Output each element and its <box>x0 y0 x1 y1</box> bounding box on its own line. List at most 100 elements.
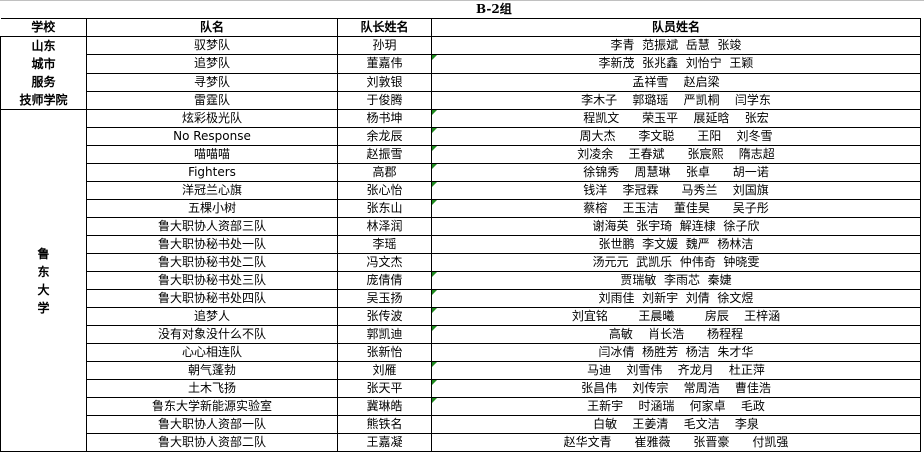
team-name-cell[interactable]: 鲁东大学新能源实验室 <box>86 397 338 416</box>
table-row: 鲁大职协秘书处二队 冯文杰 汤元元 武凯乐 仲伟奇 钟晓雯 <box>1 253 921 272</box>
members-cell[interactable]: 汤元元 武凯乐 仲伟奇 钟晓雯 <box>431 253 921 272</box>
members-cell[interactable]: 钱洋 李冠霖 马秀兰 刘国旗 <box>431 181 921 200</box>
members-cell[interactable]: 闫冰倩 杨胜芳 杨洁 朱才华 <box>431 343 921 362</box>
team-name-cell[interactable]: No Response <box>86 127 338 146</box>
team-name-cell[interactable]: 鲁大职协秘书处一队 <box>86 235 338 254</box>
captain-cell[interactable]: 张传波 <box>337 307 432 326</box>
team-name-cell[interactable]: 土木飞扬 <box>86 379 338 398</box>
team-name-cell[interactable]: 寻梦队 <box>86 72 338 92</box>
captain-cell[interactable]: 孙玥 <box>337 35 432 56</box>
team-name-cell[interactable]: 雷霆队 <box>86 90 338 111</box>
captain-cell[interactable]: 庞倩倩 <box>337 271 432 290</box>
table-row: 鲁东大学新能源实验室 冀琳皓 王新宇 时涵瑞 何家卓 毛政 <box>1 397 921 416</box>
team-name-cell[interactable]: Fighters <box>86 163 338 182</box>
table-row: 鲁大职协人资部三队 林泽润 谢海英 张宇琦 解连棣 徐子欣 <box>1 217 921 236</box>
members-cell[interactable]: 刘宜铭 王晨曦 房辰 王梓涵 <box>431 307 921 326</box>
members-cell[interactable]: 李木子 郭璐瑶 严凯桐 闫学东 <box>431 90 921 111</box>
table-row: 洋冠兰心旗 张心怡 钱洋 李冠霖 马秀兰 刘国旗 <box>1 181 921 200</box>
table-row: No Response 余龙辰 周大杰 李文聪 王阳 刘冬雪 <box>1 127 921 146</box>
captain-cell[interactable]: 张心怡 <box>337 181 432 200</box>
members-cell[interactable]: 李新茂 张兆鑫 刘怡宁 王颖 <box>431 54 921 74</box>
table-row: 鲁 东 大 学 炫彩极光队 杨书坤 程凯文 荣玉平 展延晗 张宏 <box>0 109 921 452</box>
team-name-cell[interactable]: 鲁大职协人资部二队 <box>86 433 338 452</box>
team-name-cell[interactable]: 鲁大职协人资部一队 <box>86 415 338 434</box>
team-name-cell[interactable]: 洋冠兰心旗 <box>86 181 338 200</box>
captain-cell[interactable]: 于俊腾 <box>337 90 432 111</box>
header-school[interactable]: 学校 <box>0 18 87 37</box>
sheet-title: B-2组 <box>476 2 512 16</box>
table-row: 鲁大职协人资部一队 熊铁名 白敏 王姜清 毛文洁 李泉 <box>1 415 921 434</box>
table-row: 鲁大职协秘书处一队 李瑶 张世鹏 李文媛 魏严 杨林洁 <box>1 235 921 254</box>
team-name-cell[interactable]: 鲁大职协人资部三队 <box>86 217 338 236</box>
table-body: 山东 城市 服务 技师学院 驭梦队 孙玥 李青 范振斌 岳慧 张竣 追梦队 董嘉伟 李新茂 … <box>0 35 921 452</box>
members-cell[interactable]: 高敏 肖长浩 杨程程 <box>431 325 921 344</box>
captain-cell[interactable]: 李瑶 <box>337 235 432 254</box>
captain-cell[interactable]: 冀琳皓 <box>337 397 432 416</box>
members-cell[interactable]: 孟祥雪 赵启梁 <box>431 72 921 92</box>
school-cell[interactable]: 山东 城市 服务 技师学院 <box>0 36 87 110</box>
header-team[interactable]: 队名 <box>86 18 338 37</box>
team-name-cell[interactable]: 没有对象没什么不队 <box>86 325 338 344</box>
captain-cell[interactable]: 余龙辰 <box>337 127 432 146</box>
team-name-cell[interactable]: 喵喵喵 <box>86 145 338 164</box>
captain-cell[interactable]: 杨书坤 <box>337 109 432 128</box>
captain-cell[interactable]: 赵振雪 <box>337 145 432 164</box>
captain-cell[interactable]: 郭凯迪 <box>337 325 432 344</box>
members-cell[interactable]: 周大杰 李文聪 王阳 刘冬雪 <box>431 127 921 146</box>
school-name: 山东 城市 服务 技师学院 <box>19 39 68 107</box>
table-row: 土木飞扬 张天平 张昌伟 刘传宗 常周浩 曹佳浩 <box>1 379 921 398</box>
captain-cell[interactable]: 林泽润 <box>337 217 432 236</box>
team-name-cell[interactable]: 追梦人 <box>86 307 338 326</box>
members-cell[interactable]: 王新宇 时涵瑞 何家卓 毛政 <box>431 397 921 416</box>
members-cell[interactable]: 刘凌余 王春斌 张宸熙 隋志超 <box>431 145 921 164</box>
members-cell[interactable]: 刘雨佳 刘新宇 刘倩 徐文煜 <box>431 289 921 308</box>
team-name-cell[interactable]: 心心相连队 <box>86 343 338 362</box>
captain-cell[interactable]: 张天平 <box>337 379 432 398</box>
captain-cell[interactable]: 王嘉凝 <box>337 433 432 452</box>
captain-cell[interactable]: 张新怡 <box>337 343 432 362</box>
table-row: 朝气蓬勃 刘雁 马迪 刘雪伟 齐龙月 杜正萍 <box>1 361 921 380</box>
members-cell[interactable]: 贾瑞敏 李雨芯 秦婕 <box>431 271 921 290</box>
captain-cell[interactable]: 张东山 <box>337 199 432 218</box>
team-name-cell[interactable]: 驭梦队 <box>86 35 338 56</box>
team-name-cell[interactable]: 鲁大职协秘书处二队 <box>86 253 338 272</box>
members-cell[interactable]: 徐锦秀 周慧琳 张卓 胡一诺 <box>431 163 921 182</box>
members-cell[interactable]: 蔡榕 王玉洁 董佳昊 吴子彤 <box>431 199 921 218</box>
members-cell[interactable]: 程凯文 荣玉平 展延晗 张宏 <box>431 109 921 128</box>
captain-cell[interactable]: 熊铁名 <box>337 415 432 434</box>
captain-cell[interactable]: 吴玉扬 <box>337 289 432 308</box>
table-row: 山东 城市 服务 技师学院 驭梦队 孙玥 李青 范振斌 岳慧 张竣 <box>0 35 921 110</box>
table-row: 鲁大职协秘书处四队 吴玉扬 刘雨佳 刘新宇 刘倩 徐文煜 <box>1 289 921 308</box>
captain-cell[interactable]: 高郡 <box>337 163 432 182</box>
table-row: 心心相连队 张新怡 闫冰倩 杨胜芳 杨洁 朱才华 <box>1 343 921 362</box>
team-name-cell[interactable]: 鲁大职协秘书处三队 <box>86 271 338 290</box>
table-row: 鲁大职协人资部二队 王嘉凝 赵华文青 崔雅薇 张晋豪 付凯强 <box>1 433 921 452</box>
team-table: 学校 队名 队长姓名 队员姓名 山东 城市 服务 技师学院 驭梦队 孙玥 李青 范振斌… <box>0 18 921 452</box>
captain-cell[interactable]: 刘雁 <box>337 361 432 380</box>
table-row: 雷霆队 于俊腾 李木子 郭璐瑶 严凯桐 闫学东 <box>1 90 921 111</box>
captain-cell[interactable]: 董嘉伟 <box>337 54 432 74</box>
table-row: 追梦队 董嘉伟 李新茂 张兆鑫 刘怡宁 王颖 <box>1 54 921 74</box>
header-captain[interactable]: 队长姓名 <box>337 18 432 37</box>
members-cell[interactable]: 张世鹏 李文媛 魏严 杨林洁 <box>431 235 921 254</box>
school-cell[interactable]: 鲁 东 大 学 <box>0 109 87 452</box>
table-row: 五棵小树 张东山 蔡榕 王玉洁 董佳昊 吴子彤 <box>1 199 921 218</box>
captain-cell[interactable]: 刘敦银 <box>337 72 432 92</box>
team-name-cell[interactable]: 五棵小树 <box>86 199 338 218</box>
sheet-title-cell[interactable]: B-2组 <box>0 1 920 18</box>
school-name: 鲁 东 大 学 <box>37 246 50 315</box>
members-cell[interactable]: 马迪 刘雪伟 齐龙月 杜正萍 <box>431 361 921 380</box>
captain-cell[interactable]: 冯文杰 <box>337 253 432 272</box>
header-members[interactable]: 队员姓名 <box>431 18 921 37</box>
members-cell[interactable]: 张昌伟 刘传宗 常周浩 曹佳浩 <box>431 379 921 398</box>
members-cell[interactable]: 李青 范振斌 岳慧 张竣 <box>431 35 921 56</box>
table-row: 鲁大职协秘书处三队 庞倩倩 贾瑞敏 李雨芯 秦婕 <box>1 271 921 290</box>
members-cell[interactable]: 赵华文青 崔雅薇 张晋豪 付凯强 <box>431 433 921 452</box>
members-cell[interactable]: 白敏 王姜清 毛文洁 李泉 <box>431 415 921 434</box>
table-row: 没有对象没什么不队 郭凯迪 高敏 肖长浩 杨程程 <box>1 325 921 344</box>
team-name-cell[interactable]: 追梦队 <box>86 54 338 74</box>
team-name-cell[interactable]: 鲁大职协秘书处四队 <box>86 289 338 308</box>
team-name-cell[interactable]: 朝气蓬勃 <box>86 361 338 380</box>
members-cell[interactable]: 谢海英 张宇琦 解连棣 徐子欣 <box>431 217 921 236</box>
team-name-cell[interactable]: 炫彩极光队 <box>86 109 338 128</box>
